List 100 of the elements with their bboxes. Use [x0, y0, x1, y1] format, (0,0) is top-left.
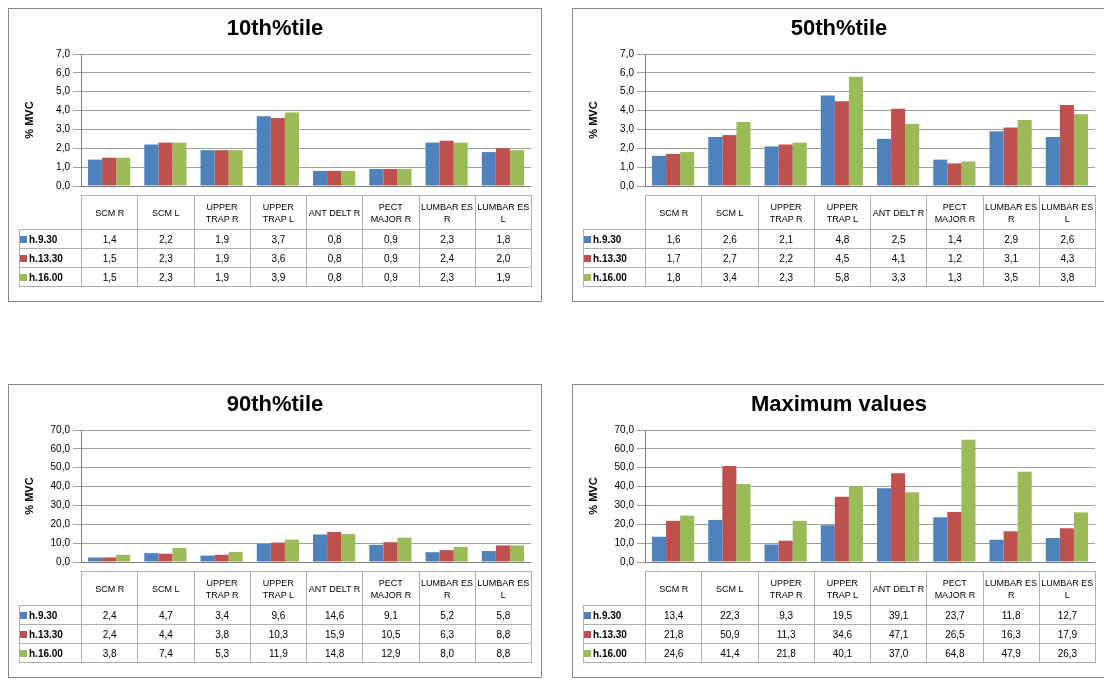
bar — [284, 112, 299, 186]
bar — [708, 519, 723, 562]
y-tick-label: 7,0 — [620, 47, 635, 59]
data-label: 19,5 — [814, 605, 871, 625]
y-tick-label: 4,0 — [620, 104, 635, 116]
bar — [961, 439, 976, 562]
x-tick-label: UPPER TRAP L — [250, 195, 307, 230]
data-label: 5,2 — [419, 605, 476, 625]
bar — [327, 532, 342, 562]
data-label: 2,2 — [137, 229, 194, 249]
data-label: 0,9 — [362, 248, 419, 268]
data-label: 17,9 — [1039, 624, 1096, 644]
data-label: 5,3 — [194, 643, 251, 663]
bar — [200, 150, 215, 186]
data-label: 1,5 — [81, 248, 138, 268]
x-tick-label: SCM L — [701, 195, 758, 230]
data-label: 3,6 — [250, 248, 307, 268]
data-label: 1,9 — [194, 267, 251, 287]
data-label: 8,8 — [475, 624, 532, 644]
bar — [214, 150, 229, 186]
data-label: 2,7 — [701, 248, 758, 268]
chart-title: 50th%tile — [789, 15, 889, 42]
bar — [214, 554, 229, 562]
data-label: 3,1 — [983, 248, 1040, 268]
legend-label: h.9.30 — [583, 229, 646, 249]
legend-label: h.13.30 — [583, 248, 646, 268]
data-label: 11,8 — [983, 605, 1040, 625]
data-label: 2,5 — [870, 229, 927, 249]
bar — [144, 553, 159, 562]
bar — [1017, 471, 1032, 562]
bar — [764, 146, 779, 186]
y-axis-title: % MVC — [22, 477, 35, 515]
bar — [228, 150, 243, 186]
bar — [116, 554, 131, 562]
x-tick-label: PECT MAJOR R — [362, 195, 419, 230]
bar — [736, 483, 751, 562]
bar — [680, 515, 695, 562]
bar — [172, 142, 187, 186]
legend-label: h.13.30 — [583, 624, 646, 644]
bar — [778, 540, 793, 562]
data-label: 4,8 — [814, 229, 871, 249]
legend-label: h.16.00 — [19, 267, 82, 287]
y-tick-label: 20,0 — [50, 518, 71, 530]
y-tick-label: 3,0 — [620, 123, 635, 135]
legend-label: h.16.00 — [583, 643, 646, 663]
data-label: 9,3 — [758, 605, 815, 625]
data-label: 1,7 — [645, 248, 702, 268]
data-label: 2,3 — [419, 229, 476, 249]
bar — [256, 543, 271, 562]
bar — [313, 534, 328, 562]
bar — [1045, 136, 1060, 186]
legend-label: h.9.30 — [19, 229, 82, 249]
data-label: 1,5 — [81, 267, 138, 287]
y-tick-label: 40,0 — [614, 480, 635, 492]
x-tick-label: SCM R — [645, 571, 702, 606]
x-tick-label: ANT DELT R — [306, 195, 363, 230]
bar — [88, 159, 103, 186]
y-tick-label: 50,0 — [50, 461, 71, 473]
data-label: 7,4 — [137, 643, 194, 663]
bar — [509, 545, 524, 562]
data-label: 3,3 — [870, 267, 927, 287]
data-label: 2,6 — [701, 229, 758, 249]
bar — [1045, 538, 1060, 562]
data-label: 2,3 — [137, 248, 194, 268]
data-label: 11,3 — [758, 624, 815, 644]
bar — [877, 488, 892, 562]
data-label: 12,7 — [1039, 605, 1096, 625]
data-label: 2,1 — [758, 229, 815, 249]
data-label: 26,5 — [926, 624, 983, 644]
data-label: 2,3 — [758, 267, 815, 287]
x-tick-label: PECT MAJOR R — [926, 195, 983, 230]
bar — [947, 163, 962, 186]
chart-title: 90th%tile — [225, 391, 325, 418]
bar — [256, 116, 271, 186]
y-tick-label: 0,0 — [620, 555, 635, 567]
bar — [722, 135, 737, 186]
data-label: 1,8 — [645, 267, 702, 287]
data-label: 21,8 — [645, 624, 702, 644]
bar — [820, 525, 835, 562]
bar — [905, 492, 920, 562]
data-label: 50,9 — [701, 624, 758, 644]
data-label: 14,6 — [306, 605, 363, 625]
x-tick-label: ANT DELT R — [870, 571, 927, 606]
y-tick-label: 6,0 — [620, 66, 635, 78]
data-label: 16,3 — [983, 624, 1040, 644]
data-label: 1,8 — [475, 229, 532, 249]
y-axis-title: % MVC — [22, 101, 35, 139]
bar — [369, 169, 384, 186]
bar — [891, 473, 906, 562]
bar — [736, 121, 751, 186]
data-label: 1,6 — [645, 229, 702, 249]
y-tick-label: 70,0 — [50, 423, 71, 435]
y-axis-title: % MVC — [586, 101, 599, 139]
bar — [200, 555, 215, 562]
y-tick-label: 50,0 — [614, 461, 635, 473]
bar — [891, 108, 906, 186]
y-tick-label: 7,0 — [56, 47, 71, 59]
data-label: 2,4 — [81, 624, 138, 644]
x-tick-label: LUMBAR ES L — [1039, 571, 1096, 606]
data-label: 23,7 — [926, 605, 983, 625]
